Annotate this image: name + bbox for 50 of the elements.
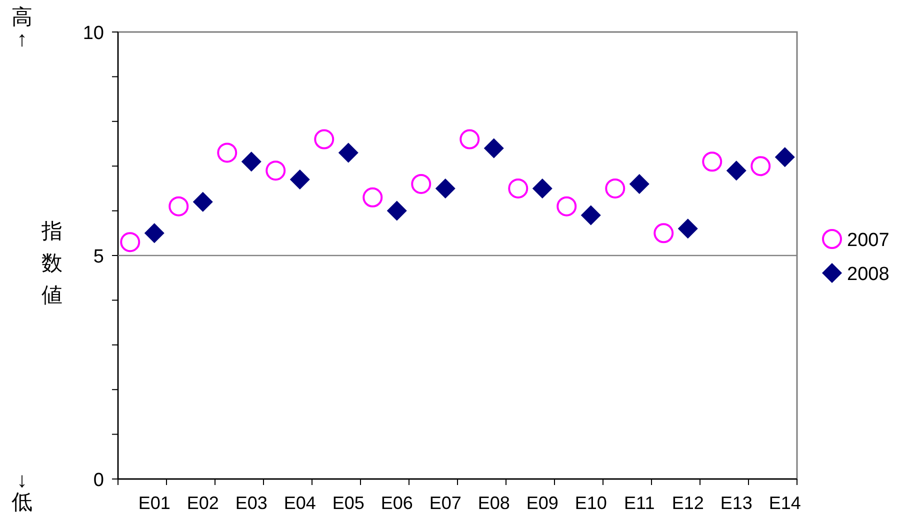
y-tick-label: 10 <box>82 23 104 44</box>
point <box>435 178 456 198</box>
point <box>120 232 140 252</box>
point <box>460 129 480 150</box>
point <box>290 170 310 190</box>
point <box>580 205 601 226</box>
x-tick-label: E04 <box>284 493 316 513</box>
x-tick-label: E08 <box>478 493 510 513</box>
point <box>508 178 528 198</box>
point <box>266 160 286 181</box>
text: 高↑ <box>12 6 32 51</box>
x-tick-label: E10 <box>574 493 607 513</box>
point <box>362 187 383 208</box>
point <box>678 218 698 239</box>
point <box>556 196 577 216</box>
x-tick-label: E06 <box>380 493 413 513</box>
y-axis-title: 指数値 <box>40 220 62 307</box>
point <box>217 142 238 163</box>
point <box>532 178 552 198</box>
y-tick-label: 5 <box>93 246 104 268</box>
x-tick-label: E13 <box>720 493 752 513</box>
point <box>144 223 164 244</box>
legend-label: 2008 <box>847 264 890 285</box>
point <box>411 174 432 194</box>
point <box>314 129 334 150</box>
point <box>605 178 626 198</box>
x-tick-label: E12 <box>672 493 704 513</box>
point <box>386 200 407 221</box>
point <box>338 142 358 163</box>
x-tick-label: E05 <box>332 493 364 513</box>
point <box>750 156 771 176</box>
point <box>774 147 795 168</box>
text: ↓低 <box>12 469 32 514</box>
point <box>484 138 504 158</box>
x-tick-label: E11 <box>624 493 655 513</box>
x-tick-label: E14 <box>768 493 801 513</box>
legend-label: 2007 <box>847 230 890 251</box>
point <box>168 196 189 216</box>
y-tick-label: 0 <box>93 470 104 491</box>
x-tick-label: E02 <box>186 493 219 513</box>
point <box>192 192 213 212</box>
x-tick-label: E01 <box>138 493 170 513</box>
point <box>629 174 650 194</box>
point <box>726 160 746 181</box>
point <box>702 152 722 172</box>
x-tick-label: E03 <box>235 493 268 513</box>
x-tick-label: E09 <box>526 493 558 513</box>
x-tick-label: E07 <box>429 493 462 513</box>
point <box>654 223 674 244</box>
point <box>241 152 262 172</box>
